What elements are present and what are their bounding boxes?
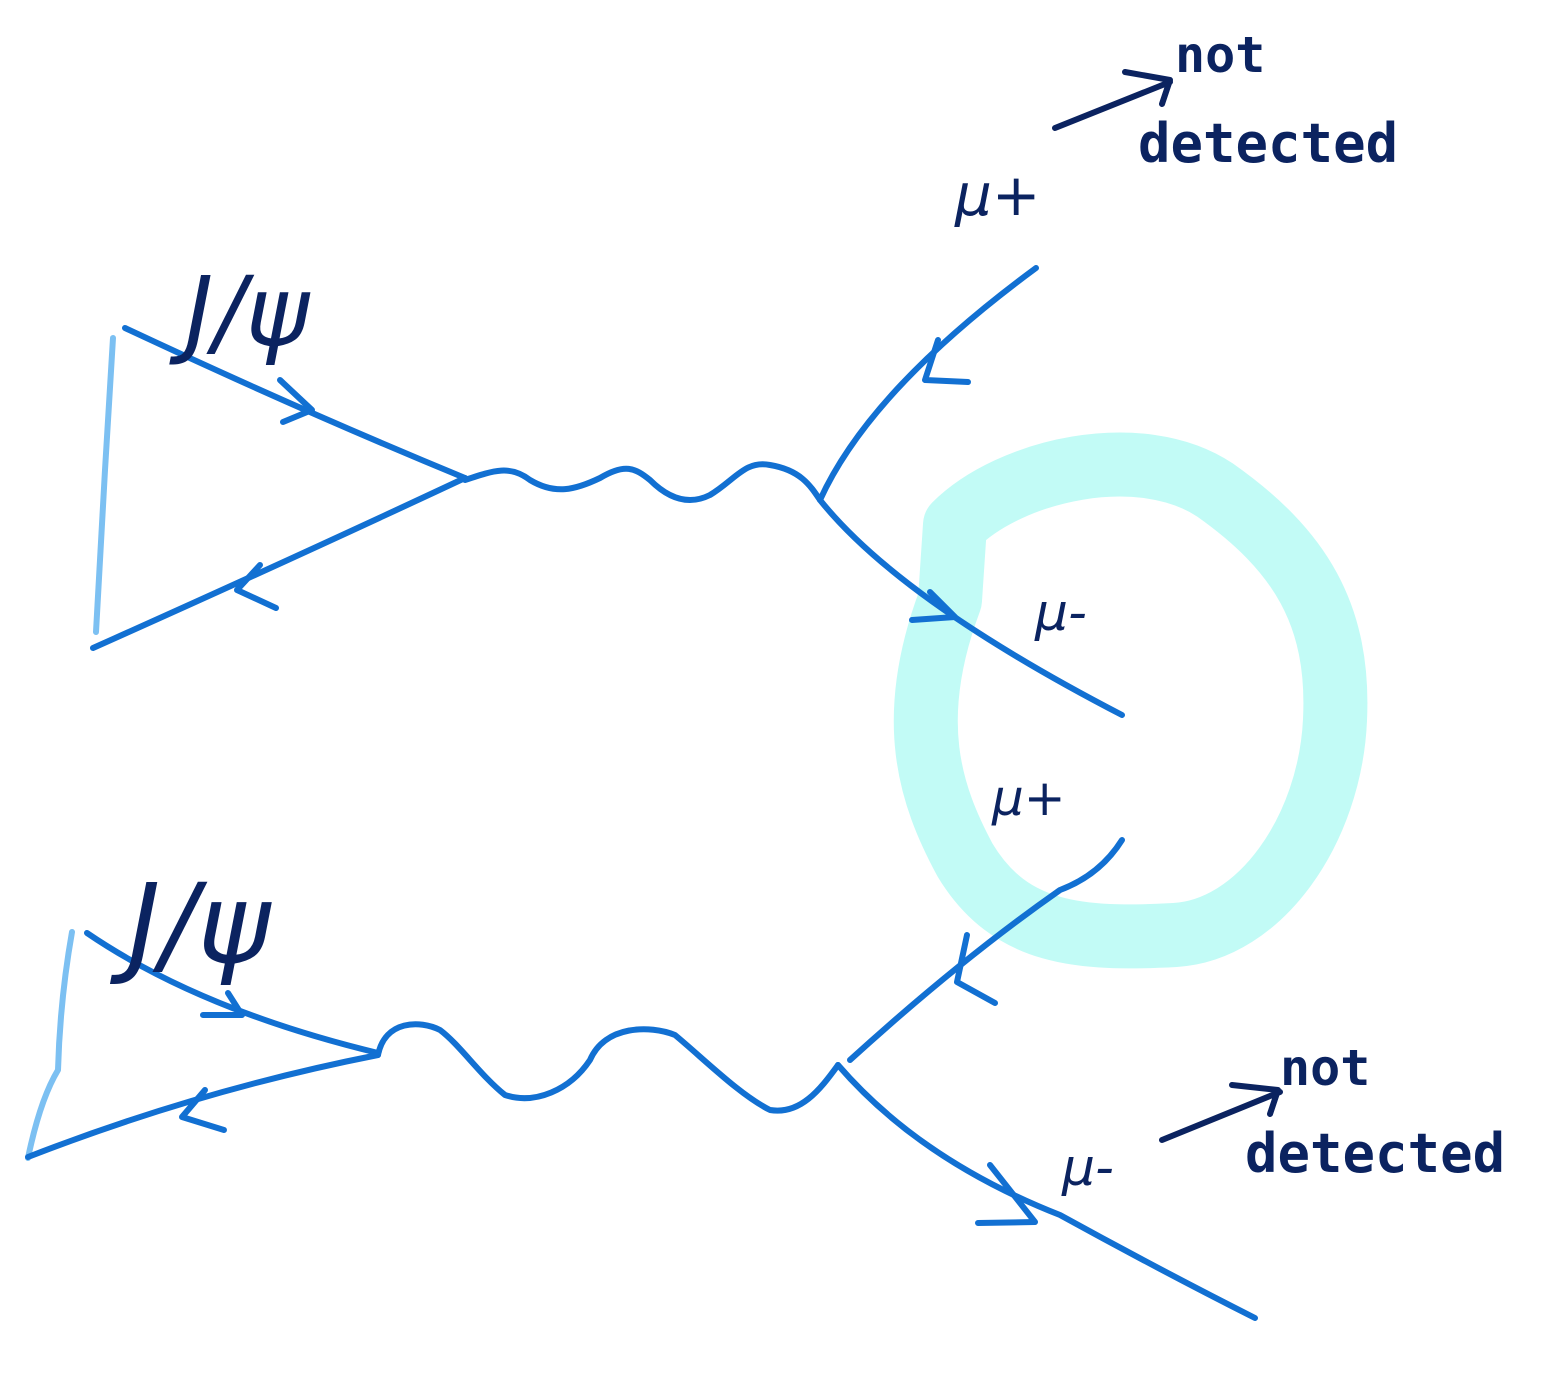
top-muon-minus-arrow-icon bbox=[909, 589, 958, 623]
top-feynman-diagram: J/ψ μ+ μ- not detected bbox=[90, 26, 1398, 718]
bottom-muon-minus-label: μ- bbox=[1061, 1138, 1114, 1198]
top-photon-wavy-line bbox=[462, 461, 823, 503]
bottom-note-not: not bbox=[1280, 1039, 1370, 1097]
top-jpsi-label: J/ψ bbox=[169, 256, 311, 368]
bottom-muon-plus-arrow-icon bbox=[954, 932, 998, 1006]
bottom-incoming-arrow-icon bbox=[200, 990, 245, 1018]
bottom-photon-wavy-line bbox=[375, 1021, 841, 1114]
top-not-detected-arrow-icon bbox=[1052, 69, 1173, 131]
bottom-antiquark-arrow-icon bbox=[179, 1087, 227, 1133]
top-incoming-arrow-icon bbox=[277, 377, 315, 425]
bottom-triangle-left-edge bbox=[25, 929, 75, 1161]
top-triangle-left-edge bbox=[93, 335, 116, 635]
bottom-muon-minus-arrow-icon bbox=[975, 1162, 1038, 1226]
bottom-not-detected-arrow-icon bbox=[1159, 1082, 1283, 1143]
top-muon-minus-label: μ- bbox=[1034, 583, 1087, 643]
bottom-muon-plus-label: μ+ bbox=[991, 769, 1066, 827]
top-incoming-quark-line bbox=[122, 325, 468, 481]
bottom-feynman-diagram: J/ψ μ+ μ- not detected bbox=[25, 769, 1505, 1321]
top-muon-minus-line bbox=[817, 497, 1125, 718]
bottom-muon-plus-line bbox=[847, 837, 1125, 1063]
top-antiquark-arrow-icon bbox=[234, 562, 279, 611]
top-incoming-antiquark-line bbox=[90, 475, 468, 651]
detected-muons-highlight-ring bbox=[893, 432, 1368, 969]
bottom-incoming-quark-line bbox=[84, 930, 381, 1056]
bottom-note-detected: detected bbox=[1245, 1122, 1505, 1185]
top-note-not: not bbox=[1175, 26, 1265, 84]
bottom-jpsi-label: J/ψ bbox=[109, 860, 273, 988]
bottom-muon-minus-line bbox=[835, 1062, 1258, 1321]
top-note-detected: detected bbox=[1138, 112, 1398, 175]
top-muon-plus-label: μ+ bbox=[954, 161, 1041, 229]
top-muon-plus-arrow-icon bbox=[922, 337, 971, 385]
top-muon-plus-line bbox=[817, 265, 1039, 503]
bottom-incoming-antiquark-line bbox=[25, 1052, 381, 1160]
